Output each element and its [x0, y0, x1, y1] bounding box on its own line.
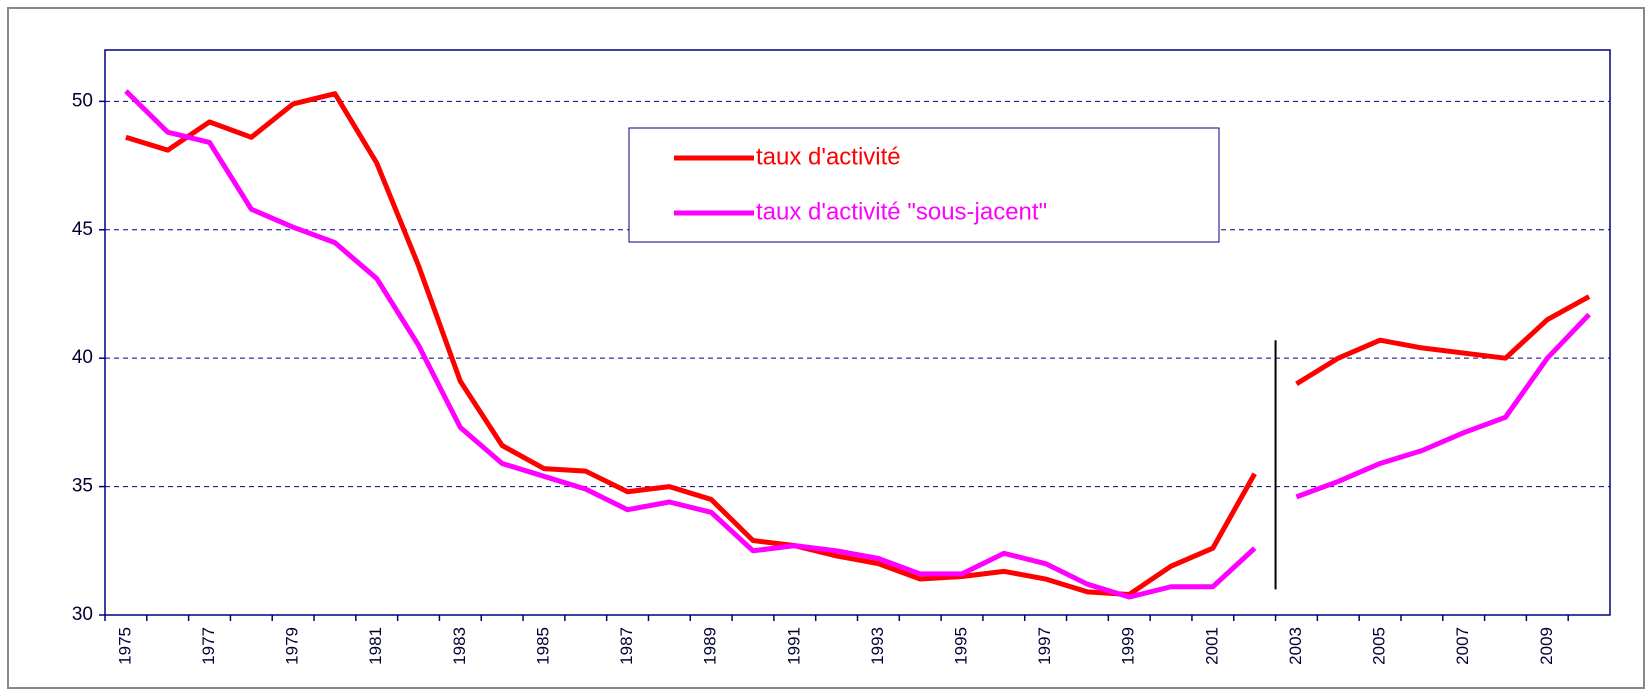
x-tick-label: 2007	[1453, 627, 1472, 665]
x-tick-label: 1999	[1119, 627, 1138, 665]
y-tick-label: 50	[72, 90, 93, 111]
x-tick-label: 2005	[1370, 627, 1389, 665]
x-tick-label: 1987	[617, 627, 636, 665]
legend-box	[628, 127, 1220, 243]
x-tick-label: 2001	[1202, 627, 1221, 665]
x-tick-label: 1977	[199, 627, 218, 665]
legend-label: taux d'activité	[756, 143, 901, 170]
x-tick-label: 1991	[784, 627, 803, 665]
y-tick-label: 45	[72, 219, 93, 240]
x-tick-label: 1983	[450, 627, 469, 665]
x-tick-label: 1989	[701, 627, 720, 665]
x-tick-label: 2003	[1286, 627, 1305, 665]
series-line	[125, 91, 1257, 597]
x-tick-label: 1993	[868, 627, 887, 665]
x-tick-label: 1997	[1035, 627, 1054, 665]
y-tick-label: 35	[72, 476, 93, 497]
series-line	[1295, 312, 1591, 500]
series-line	[124, 89, 1257, 600]
legend-label: taux d'activité "sous-jacent"	[756, 198, 1047, 225]
x-tick-label: 1981	[366, 627, 385, 665]
x-tick-label: 1975	[115, 627, 134, 665]
y-tick-label: 40	[72, 347, 93, 368]
x-tick-label: 1995	[951, 627, 970, 665]
y-tick-label: 30	[72, 604, 93, 625]
x-tick-label: 1979	[283, 627, 302, 665]
chart-frame	[7, 7, 1645, 689]
x-tick-label: 2009	[1537, 627, 1556, 665]
series-line	[1295, 294, 1591, 386]
x-tick-label: 1985	[533, 627, 552, 665]
